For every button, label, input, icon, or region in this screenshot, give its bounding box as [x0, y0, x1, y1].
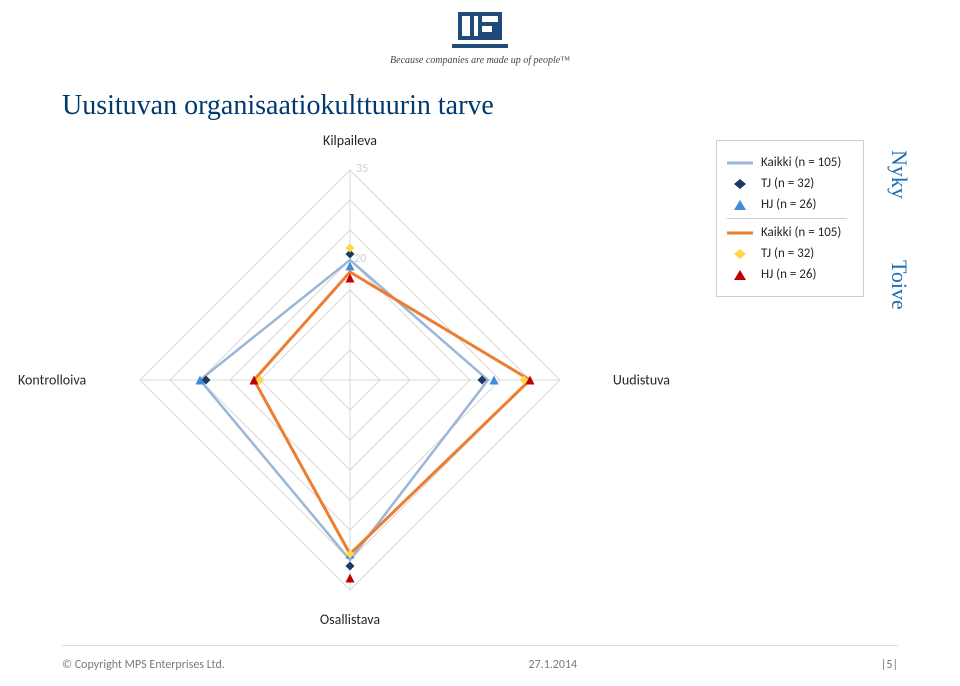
legend-label: TJ (n = 32)	[761, 176, 814, 191]
footer-date: 27.1.2014	[529, 658, 578, 672]
legend-swatch	[727, 156, 753, 170]
legend-swatch	[727, 268, 753, 282]
tick-20: 20	[354, 252, 366, 266]
legend-swatch	[727, 226, 753, 240]
tick-35: 35	[356, 162, 368, 176]
legend-row: HJ (n = 26)	[727, 267, 847, 282]
tagline: Because companies are made up of people™	[390, 55, 570, 66]
radar-svg	[90, 130, 610, 630]
legend-row: HJ (n = 26)	[727, 197, 847, 212]
axis-right: Uudistuva	[613, 372, 670, 389]
side-label-nyky: Nyky	[886, 150, 912, 199]
side-label-toive: Toive	[886, 260, 912, 310]
footer-rule	[62, 645, 898, 646]
legend-label: Kaikki (n = 105)	[761, 225, 841, 240]
axis-bottom: Osallistava	[320, 611, 380, 628]
legend-row: Kaikki (n = 105)	[727, 155, 847, 170]
legend-label: Kaikki (n = 105)	[761, 155, 841, 170]
header: Because companies are made up of people™	[0, 0, 960, 78]
page-title: Uusituvan organisaatiokulttuurin tarve	[62, 90, 494, 122]
page-num: |5|	[881, 658, 898, 672]
legend-label: TJ (n = 32)	[761, 246, 814, 261]
legend-row: TJ (n = 32)	[727, 246, 847, 261]
legend-row: TJ (n = 32)	[727, 176, 847, 191]
legend-label: HJ (n = 26)	[761, 267, 816, 282]
radar-chart: Kilpaileva Uudistuva Osallistava Kontrol…	[90, 130, 610, 630]
legend-swatch	[727, 177, 753, 191]
legend-swatch	[727, 198, 753, 212]
axis-top: Kilpaileva	[323, 132, 377, 149]
logo: Because companies are made up of people™	[390, 8, 570, 66]
legend-row: Kaikki (n = 105)	[727, 225, 847, 240]
legend: Kaikki (n = 105) TJ (n = 32) HJ (n = 26) Ka…	[716, 140, 864, 297]
legend-label: HJ (n = 26)	[761, 197, 816, 212]
copyright: © Copyright MPS Enterprises Ltd.	[62, 658, 225, 672]
footer: © Copyright MPS Enterprises Ltd. 27.1.20…	[62, 658, 898, 672]
legend-swatch	[727, 247, 753, 261]
axis-left: Kontrolloiva	[18, 372, 86, 389]
